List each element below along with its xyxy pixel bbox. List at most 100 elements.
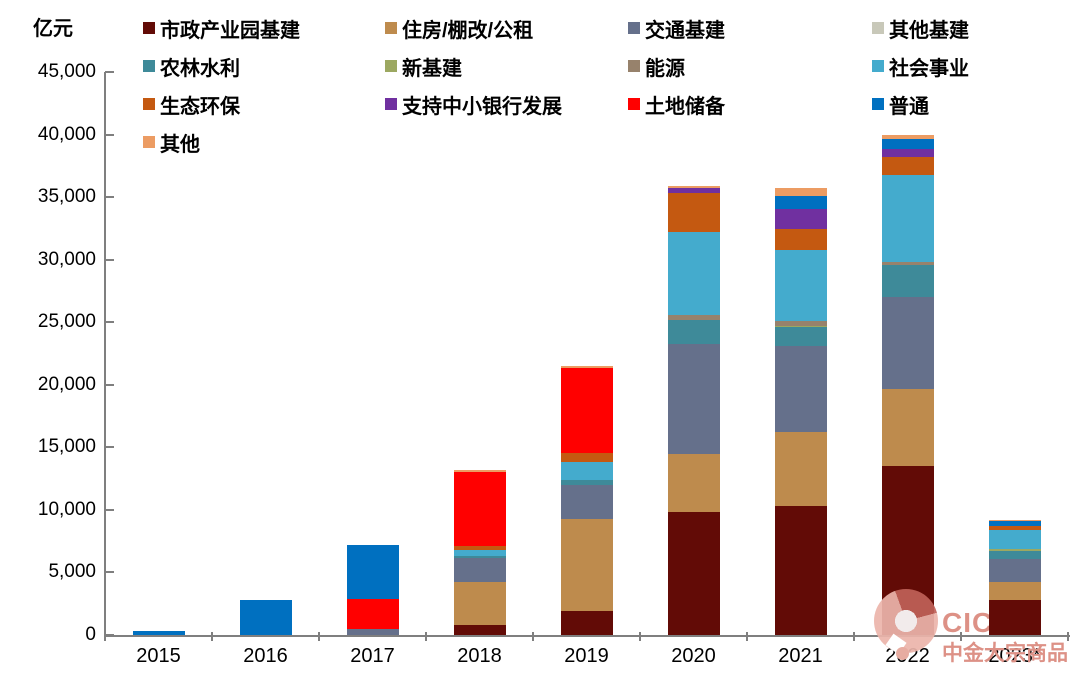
bar-segment-2022-住房/棚改/公租: [881, 388, 934, 467]
x-axis-tick-mark: [425, 632, 427, 641]
bar-segment-2020-能源: [667, 314, 720, 321]
bar-segment-2023*-普通: [988, 521, 1041, 526]
bar-segment-2018-农林水利: [453, 556, 506, 559]
bar-segment-2022-普通: [881, 139, 934, 150]
legend-item-label: 新基建: [402, 57, 462, 80]
x-axis-label-2015: 2015: [136, 645, 181, 667]
bar-segment-2022-农林水利: [881, 265, 934, 298]
y-axis-tick-label: 15,000: [37, 436, 96, 458]
bar-segment-2019-土地储备: [560, 367, 613, 454]
cicc-ring-logo-dot-icon: [896, 647, 909, 660]
legend-item-11: 土地储备: [628, 90, 872, 119]
legend-swatch-icon: [385, 22, 397, 34]
bar-segment-2023*-农林水利: [988, 550, 1041, 559]
x-axis-tick-mark: [746, 632, 748, 641]
bar-segment-2020-其他: [667, 186, 720, 189]
y-axis-tick-mark: [105, 133, 114, 136]
x-axis-tick-mark: [1067, 632, 1069, 641]
bar-segment-2018-其他: [453, 470, 506, 472]
bar-segment-2023*-其他: [988, 519, 1041, 522]
legend-swatch-icon: [143, 60, 155, 72]
legend-item-12: 普通: [872, 90, 969, 119]
legend-item-label: 生态环保: [160, 95, 240, 118]
bar-segment-2020-交通基建: [667, 344, 720, 455]
bar-segment-2017-普通: [346, 544, 399, 600]
legend-item-2: 住房/棚改/公租: [385, 14, 628, 43]
x-axis-tick-mark: [318, 632, 320, 641]
y-axis-tick-mark: [105, 446, 114, 449]
bar-segment-2023*-市政产业园基建: [988, 599, 1041, 635]
bar-segment-2019-其他: [560, 366, 613, 368]
y-axis-tick-label: 40,000: [37, 123, 96, 145]
legend-swatch-icon: [385, 98, 397, 110]
y-axis-tick-mark: [105, 383, 114, 386]
bar-segment-2023*-社会事业: [988, 529, 1041, 549]
y-axis-tick-mark: [105, 321, 114, 324]
x-axis-line: [104, 635, 1070, 637]
y-axis-tick-label: 25,000: [37, 311, 96, 333]
bar-segment-2021-社会事业: [774, 250, 827, 322]
x-axis-label-2017: 2017: [350, 645, 395, 667]
bar-segment-2021-交通基建: [774, 345, 827, 433]
bar-segment-2019-交通基建: [560, 484, 613, 519]
legend-item-label: 土地储备: [645, 95, 725, 118]
legend-item-4: 其他基建: [872, 14, 969, 43]
chart-legend: 市政产业园基建 住房/棚改/公租 交通基建 其他基建 农林水利 新基建 能源 社会事业 生态环保…: [143, 9, 969, 161]
legend-item-3: 交通基建: [628, 14, 872, 43]
legend-item-label: 支持中小银行发展: [402, 95, 562, 118]
watermark: CIC 中金大宗商品: [874, 589, 1080, 665]
x-axis-label-2016: 2016: [243, 645, 288, 667]
bar-segment-2015-普通: [132, 631, 185, 635]
bar-segment-2018-社会事业: [453, 549, 506, 557]
legend-item-5: 农林水利: [143, 52, 385, 81]
bar-segment-2018-交通基建: [453, 558, 506, 582]
x-axis-label-2023*: 2023*: [988, 645, 1041, 667]
bar-segment-2018-土地储备: [453, 471, 506, 546]
bar-segment-2021-农林水利: [774, 327, 827, 346]
x-axis-tick-mark: [211, 632, 213, 641]
bar-segment-2020-市政产业园基建: [667, 512, 720, 635]
legend-swatch-icon: [143, 136, 155, 148]
bar-segment-2019-社会事业: [560, 462, 613, 480]
legend-item-6: 新基建: [385, 52, 628, 81]
x-axis-tick-mark: [104, 632, 106, 641]
legend-swatch-icon: [872, 98, 884, 110]
bar-segment-2017-交通基建: [346, 629, 399, 635]
legend-swatch-icon: [628, 98, 640, 110]
bar-segment-2019-生态环保: [560, 453, 613, 463]
y-axis-tick-mark: [105, 196, 114, 199]
bar-segment-2019-市政产业园基建: [560, 611, 613, 635]
legend-item-label: 交通基建: [645, 19, 725, 42]
bar-segment-2021-普通: [774, 195, 827, 209]
y-axis-tick-mark: [105, 634, 114, 636]
legend-item-1: 市政产业园基建: [143, 14, 385, 43]
legend-swatch-icon: [143, 22, 155, 34]
x-axis-label-2020: 2020: [671, 645, 716, 667]
bar-segment-2021-支持中小银行发展: [774, 208, 827, 229]
legend-swatch-icon: [385, 60, 397, 72]
y-axis-tick-label: 20,000: [37, 373, 96, 395]
bar-segment-2022-交通基建: [881, 297, 934, 389]
x-axis-tick-mark: [960, 632, 962, 641]
bar-segment-2023*-生态环保: [988, 525, 1041, 530]
bar-segment-2023*-交通基建: [988, 558, 1041, 582]
legend-swatch-icon: [143, 98, 155, 110]
bar-segment-2020-社会事业: [667, 231, 720, 315]
bar-segment-2021-市政产业园基建: [774, 506, 827, 635]
bar-segment-2022-生态环保: [881, 157, 934, 175]
bar-segment-2017-土地储备: [346, 599, 399, 630]
y-axis-tick-mark: [105, 508, 114, 511]
x-axis-tick-mark: [532, 632, 534, 641]
bar-segment-2018-市政产业园基建: [453, 624, 506, 635]
y-axis-tick-label: 30,000: [37, 248, 96, 270]
bar-segment-2021-能源: [774, 321, 827, 326]
bar-segment-2021-住房/棚改/公租: [774, 432, 827, 507]
legend-item-label: 农林水利: [160, 57, 240, 80]
bar-segment-2022-能源: [881, 261, 934, 266]
bar-segment-2021-新基建: [774, 325, 827, 328]
bar-segment-2022-支持中小银行发展: [881, 149, 934, 158]
x-axis-label-2018: 2018: [457, 645, 502, 667]
watermark-brand-text: CIC: [942, 607, 994, 638]
x-axis-tick-mark: [853, 632, 855, 641]
